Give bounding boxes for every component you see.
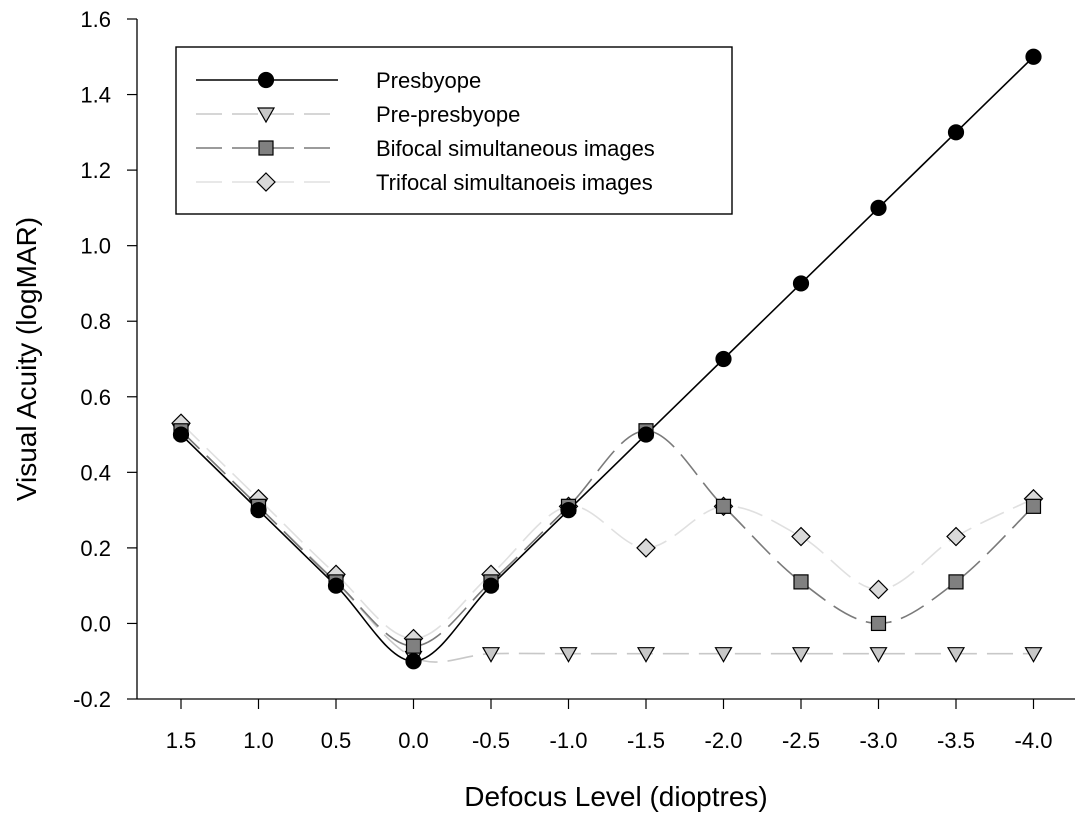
data-point-square xyxy=(793,574,809,590)
x-tick-label: 1.5 xyxy=(166,728,197,753)
data-point-circle xyxy=(405,653,422,670)
data-point-square xyxy=(1025,498,1042,514)
data-point-square xyxy=(870,615,887,632)
data-point-triangle-down xyxy=(559,647,578,663)
legend-marker-circle xyxy=(257,71,275,89)
data-point-triangle-down xyxy=(791,647,811,663)
data-point-square xyxy=(948,574,964,590)
x-tick-label: 0.5 xyxy=(321,728,352,753)
data-point-circle xyxy=(792,275,810,292)
y-tick-label: 0.0 xyxy=(80,611,111,636)
data-point-diamond xyxy=(946,526,966,547)
data-point-circle xyxy=(637,426,655,443)
data-point-circle xyxy=(482,577,500,594)
data-point-circle xyxy=(250,502,267,519)
y-axis-title: Visual Acuity (logMAR) xyxy=(11,217,42,501)
data-point-triangle-down xyxy=(481,647,501,663)
data-point-circle xyxy=(172,426,190,443)
x-tick-label: -2.5 xyxy=(782,728,820,753)
y-tick-label: -0.2 xyxy=(73,687,111,712)
data-point-circle xyxy=(947,124,965,141)
x-tick-label: -0.5 xyxy=(472,728,510,753)
x-tick-label: 0.0 xyxy=(398,728,429,753)
x-tick-label: 1.0 xyxy=(243,728,274,753)
data-point-diamond xyxy=(868,579,889,600)
data-point-triangle-down xyxy=(869,647,888,663)
series-markers xyxy=(171,48,1044,670)
y-tick-label: 1.2 xyxy=(80,158,111,183)
y-tick-label: 0.4 xyxy=(80,460,111,485)
y-tick-label: 1.0 xyxy=(80,234,111,259)
y-tick-label: 0.8 xyxy=(80,309,111,334)
x-tick-label: -1.5 xyxy=(627,728,665,753)
data-point-square xyxy=(405,638,422,654)
data-point-circle xyxy=(560,502,577,519)
x-tick-label: -2.0 xyxy=(705,728,743,753)
x-tick-label: -3.5 xyxy=(937,728,975,753)
data-point-triangle-down xyxy=(1024,647,1043,663)
data-point-circle xyxy=(870,199,887,216)
y-tick-label: 0.6 xyxy=(80,385,111,410)
data-point-diamond xyxy=(791,526,811,547)
legend-label: Presbyope xyxy=(376,68,481,93)
legend-marker-diamond xyxy=(256,172,276,192)
data-point-circle xyxy=(715,350,732,368)
y-tick-label: 1.4 xyxy=(80,83,111,108)
x-tick-label: -1.0 xyxy=(550,728,588,753)
x-tick-label: -3.0 xyxy=(860,728,898,753)
series-line-circle xyxy=(180,56,1035,663)
axes: -0.2 0.0 0.2 0.4 0.6 0.8 1.0 1.2 1.4 1.6 1.5 1.0 0.5… xyxy=(73,7,1075,753)
x-tick-label: -4.0 xyxy=(1015,728,1053,753)
data-point-square xyxy=(715,498,732,514)
legend: Presbyope Pre-presbyope Bifocal simultaneo… xyxy=(175,46,733,215)
legend-marker-triangle-down xyxy=(256,107,276,124)
series-line-triangle-down xyxy=(180,430,1034,663)
data-point-circle xyxy=(1025,48,1042,65)
y-tick-label: 1.6 xyxy=(80,7,111,32)
legend-label: Bifocal simultaneous images xyxy=(376,136,655,161)
legend-label: Trifocal simultanoeis images xyxy=(376,170,653,195)
data-point-circle xyxy=(327,577,345,594)
data-point-triangle-down xyxy=(946,647,966,663)
y-tick-label: 0.2 xyxy=(80,536,111,561)
legend-marker-square xyxy=(258,140,274,156)
x-axis-title: Defocus Level (dioptres) xyxy=(464,781,767,812)
series-line-diamond xyxy=(180,422,1034,640)
series-line-square xyxy=(180,429,1035,647)
data-point-triangle-down xyxy=(714,647,733,663)
legend-label: Pre-presbyope xyxy=(376,102,520,127)
data-point-diamond xyxy=(636,538,656,558)
data-point-triangle-down xyxy=(636,647,656,663)
